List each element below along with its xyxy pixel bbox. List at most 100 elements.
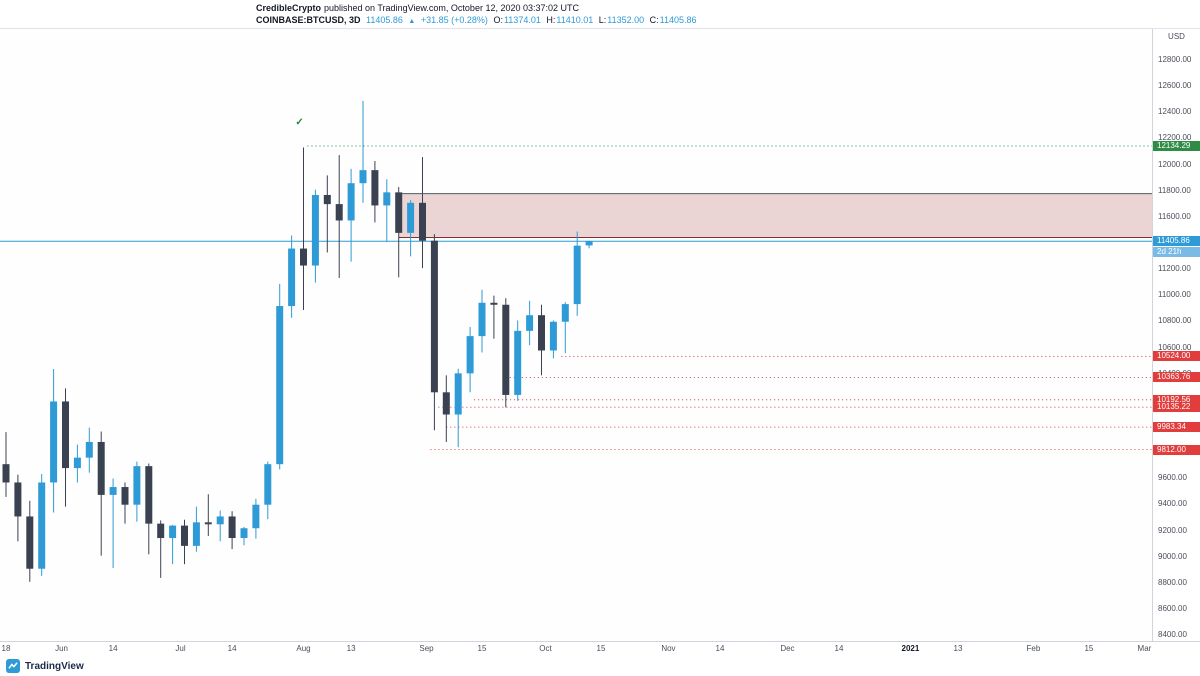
supply-zone — [398, 193, 1152, 238]
close-value: 11405.86 — [659, 15, 697, 25]
price-tick-label: 12400.00 — [1158, 107, 1192, 117]
attribution-line: CredibleCrypto published on TradingView.c… — [256, 3, 579, 13]
chart-region: ✓ USD 8400.00 8600.00 8800.00 9000.00 9200.0… — [0, 28, 1200, 657]
candle-body-up — [454, 373, 462, 415]
time-tick-label: Jul — [175, 644, 186, 653]
time-tick-label: Dec — [780, 644, 795, 653]
level-tag-red-3: 10192.56 — [1153, 394, 1200, 405]
candlestick-chart-canvas[interactable]: ✓ — [0, 29, 1152, 641]
up-arrow-icon: ▲ — [408, 18, 416, 25]
time-tick-label: 14 — [227, 644, 237, 653]
price-change: +31.85 (+0.28%) — [420, 15, 488, 25]
candle-body-down — [419, 202, 427, 241]
check-mark-icon: ✓ — [295, 117, 303, 128]
candle-body-up — [192, 522, 200, 546]
candle-body-down — [26, 516, 34, 569]
candle-body-up — [50, 401, 58, 483]
level-tag-red-2: 10363.76 — [1153, 372, 1200, 383]
level-tag-green: 12134.29 — [1153, 141, 1200, 152]
price-tick-label: 9400.00 — [1158, 499, 1187, 509]
close-label: C: — [649, 15, 659, 25]
price-tick-label: 12800.00 — [1158, 55, 1192, 65]
price-tick-label: 12200.00 — [1158, 133, 1192, 143]
candle-body-up — [526, 315, 534, 331]
candle-body-up — [549, 321, 557, 351]
time-tick-label: 13 — [346, 644, 356, 653]
low-value: 11352.00 — [607, 15, 645, 25]
price-tick-label: 10600.00 — [1158, 342, 1192, 352]
candle-body-down — [204, 522, 212, 525]
low-label: L: — [598, 15, 607, 25]
chart-svg: ✓ — [0, 100, 1152, 582]
time-tick-label: 14 — [834, 644, 844, 653]
high-value: 11410.01 — [556, 15, 594, 25]
time-tick-label: 13 — [953, 644, 963, 653]
last-price: 11405.86 — [366, 15, 403, 25]
level-tag-red-5: 9983.34 — [1153, 422, 1200, 433]
candle-body-down — [371, 170, 379, 206]
snapshot-header: CredibleCrypto published on TradingView.c… — [0, 0, 1200, 28]
time-tick-label: Mar — [1137, 644, 1152, 653]
tradingview-brand[interactable]: TradingView — [25, 660, 84, 672]
countdown-tag: 2d 21h — [1153, 247, 1200, 258]
price-tick-label: 12000.00 — [1158, 159, 1192, 169]
price-tick-label: 8400.00 — [1158, 630, 1187, 640]
candle-body-up — [288, 248, 296, 307]
candle-body-up — [311, 194, 319, 266]
time-tick-label: Oct — [539, 644, 552, 653]
price-tick-label: 11600.00 — [1158, 211, 1191, 221]
price-tick-label: 11200.00 — [1158, 264, 1191, 274]
time-tick-label: Nov — [661, 644, 676, 653]
candle-body-up — [466, 336, 474, 374]
candle-body-down — [502, 304, 510, 395]
candle-body-up — [585, 241, 593, 246]
price-tick-label: 9600.00 — [1158, 473, 1187, 483]
candle-body-down — [442, 392, 450, 415]
candle-body-up — [407, 202, 415, 233]
price-tick-label: 9200.00 — [1158, 525, 1187, 535]
level-tag-red-1: 10524.00 — [1153, 351, 1200, 362]
candle-body-up — [73, 457, 81, 469]
price-tick-label: 11800.00 — [1158, 185, 1191, 195]
candle-body-down — [14, 482, 22, 517]
price-axis[interactable]: USD 8400.00 8600.00 8800.00 9000.00 9200.00 9… — [1152, 29, 1200, 657]
candle-body-down — [62, 401, 70, 469]
candle-body-up — [109, 487, 117, 495]
time-tick-label: 15 — [477, 644, 487, 653]
price-tick-label: 8800.00 — [1158, 577, 1187, 587]
time-tick-label: 18 — [1, 644, 11, 653]
candle-body-down — [2, 464, 10, 483]
price-tick-label: 11000.00 — [1158, 290, 1191, 300]
candle-body-up — [478, 302, 486, 337]
time-axis[interactable]: 18 Jun 14 Jul 14 Aug 13 Sep 15 Oct 15 Nov 14 Dec 14 202… — [0, 641, 1200, 657]
time-tick-label: Jun — [55, 644, 68, 653]
price-tick-label: 12600.00 — [1158, 81, 1192, 91]
publish-info: published on TradingView.com, October 12… — [324, 3, 580, 13]
time-tick-label: Aug — [296, 644, 311, 653]
time-tick-label: 15 — [1084, 644, 1094, 653]
time-tick-label: Feb — [1026, 644, 1041, 653]
price-tick-label: 9000.00 — [1158, 551, 1187, 561]
candle-body-up — [561, 304, 569, 322]
candle-body-up — [573, 245, 581, 305]
candle-body-up — [276, 306, 284, 465]
candle-body-up — [264, 464, 272, 505]
candle-body-up — [85, 441, 93, 458]
symbol-name: COINBASE:BTCUSD, 3D — [256, 15, 361, 25]
candle-body-up — [514, 330, 522, 395]
candle-body-down — [97, 441, 105, 495]
candle-body-down — [323, 194, 331, 205]
candle-body-down — [430, 240, 438, 393]
candle-body-down — [300, 248, 308, 266]
candle-body-up — [383, 192, 391, 206]
time-tick-label: 2021 — [901, 644, 920, 653]
tradingview-logo-icon[interactable] — [6, 659, 20, 673]
candle-body-up — [133, 466, 141, 505]
author-name: CredibleCrypto — [256, 3, 322, 13]
candle-body-down — [121, 487, 129, 505]
symbol-info-line: COINBASE:BTCUSD, 3D 11405.86 ▲ +31.85 (+… — [256, 15, 700, 25]
footer: TradingView — [0, 656, 1200, 676]
time-tick-label: 14 — [108, 644, 118, 653]
candle-body-up — [240, 528, 248, 539]
currency-label: USD — [1168, 32, 1185, 41]
